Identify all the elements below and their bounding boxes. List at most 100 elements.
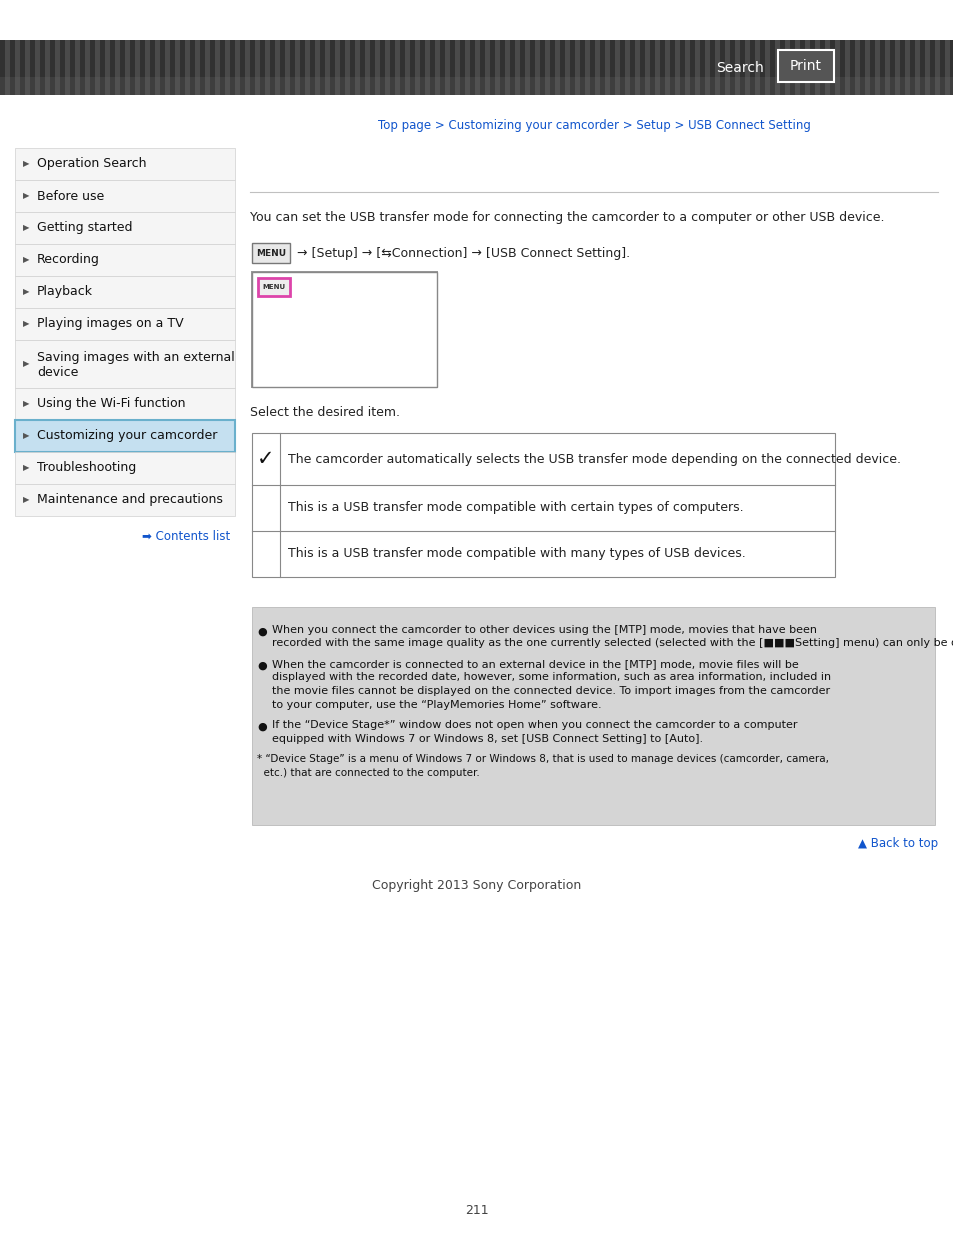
Bar — [675, 40, 679, 95]
Bar — [884, 40, 889, 95]
Bar — [824, 40, 829, 95]
Bar — [280, 40, 285, 95]
Text: MENU: MENU — [262, 284, 285, 290]
Bar — [744, 40, 749, 95]
Bar — [769, 40, 774, 95]
Bar — [395, 40, 399, 95]
Bar — [840, 40, 844, 95]
Text: Copyright 2013 Sony Corporation: Copyright 2013 Sony Corporation — [372, 878, 581, 892]
Text: Getting started: Getting started — [37, 221, 132, 235]
Bar — [459, 40, 464, 95]
Bar — [649, 40, 655, 95]
Bar — [854, 40, 859, 95]
Bar — [170, 40, 174, 95]
Bar — [75, 40, 80, 95]
Bar — [250, 40, 254, 95]
Bar — [100, 40, 105, 95]
Bar — [245, 40, 250, 95]
Text: ▶: ▶ — [23, 463, 30, 473]
Bar — [194, 40, 200, 95]
Bar — [669, 40, 675, 95]
Bar — [778, 49, 833, 82]
Bar — [85, 40, 90, 95]
Text: ▶: ▶ — [23, 359, 30, 368]
Bar — [734, 40, 740, 95]
Bar — [475, 40, 479, 95]
Bar — [689, 40, 695, 95]
Bar — [330, 40, 335, 95]
Text: ▶: ▶ — [23, 320, 30, 329]
Bar — [619, 40, 624, 95]
Bar — [40, 40, 45, 95]
Text: ▶: ▶ — [23, 288, 30, 296]
Bar — [125, 40, 130, 95]
Bar — [15, 308, 234, 340]
Bar — [575, 40, 579, 95]
Bar — [15, 148, 234, 180]
Bar — [405, 40, 410, 95]
Bar — [439, 40, 444, 95]
Bar — [15, 245, 234, 275]
Text: ▶: ▶ — [23, 224, 30, 232]
Bar — [15, 40, 20, 95]
Bar — [435, 40, 439, 95]
Bar — [234, 40, 240, 95]
Bar — [314, 40, 319, 95]
Text: Playing images on a TV: Playing images on a TV — [37, 317, 183, 331]
Text: The camcorder automatically selects the USB transfer mode depending on the conne: The camcorder automatically selects the … — [288, 452, 900, 466]
Bar — [470, 40, 475, 95]
Bar — [379, 40, 385, 95]
Bar — [160, 40, 165, 95]
Bar — [504, 40, 510, 95]
Text: ▶: ▶ — [23, 495, 30, 505]
Bar — [844, 40, 849, 95]
Bar — [80, 40, 85, 95]
Bar — [190, 40, 194, 95]
Bar — [899, 40, 904, 95]
Bar — [579, 40, 584, 95]
Bar — [834, 40, 840, 95]
Text: Before use: Before use — [37, 189, 104, 203]
Bar — [800, 40, 804, 95]
Bar — [265, 40, 270, 95]
Bar — [290, 40, 294, 95]
Bar — [909, 40, 914, 95]
Bar — [659, 40, 664, 95]
Bar — [820, 40, 824, 95]
Bar — [95, 40, 100, 95]
Bar — [430, 40, 435, 95]
Bar — [450, 40, 455, 95]
Bar — [15, 420, 234, 452]
Bar — [709, 40, 714, 95]
Bar — [365, 40, 370, 95]
Bar — [464, 40, 470, 95]
Bar — [165, 40, 170, 95]
Bar — [174, 40, 180, 95]
Text: When the camcorder is connected to an external device in the [MTP] mode, movie f: When the camcorder is connected to an ex… — [272, 659, 798, 669]
Bar — [110, 40, 115, 95]
Text: Recording: Recording — [37, 253, 100, 267]
Text: ▶: ▶ — [23, 256, 30, 264]
Bar — [829, 40, 834, 95]
Text: Search: Search — [716, 61, 763, 74]
Bar — [934, 40, 939, 95]
Bar — [375, 40, 379, 95]
Text: Using the Wi-Fi function: Using the Wi-Fi function — [37, 398, 185, 410]
Bar — [254, 40, 260, 95]
Bar — [530, 40, 535, 95]
Bar — [484, 40, 490, 95]
Bar — [240, 40, 245, 95]
Bar — [130, 40, 135, 95]
Bar — [564, 40, 569, 95]
Bar — [684, 40, 689, 95]
Bar — [252, 433, 834, 577]
Bar — [599, 40, 604, 95]
Bar — [695, 40, 700, 95]
Bar — [944, 40, 949, 95]
Bar — [252, 606, 934, 825]
Bar — [929, 40, 934, 95]
Text: Maintenance and precautions: Maintenance and precautions — [37, 494, 223, 506]
Bar — [390, 40, 395, 95]
Text: etc.) that are connected to the computer.: etc.) that are connected to the computer… — [256, 767, 479, 778]
Bar — [15, 484, 234, 516]
